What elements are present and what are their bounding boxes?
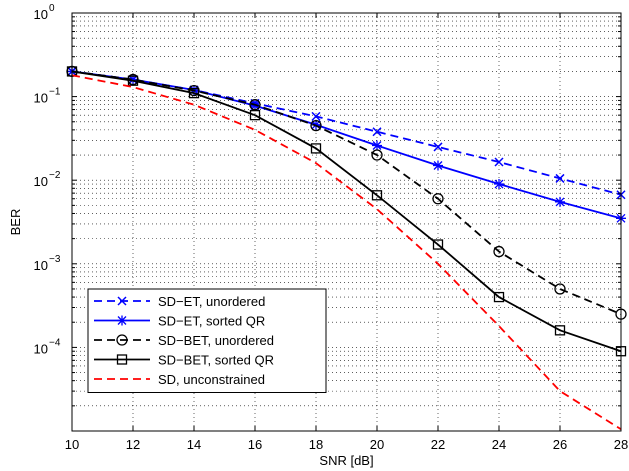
y-tick-label-base: 10 <box>34 91 48 106</box>
series-line <box>71 70 622 315</box>
marker-asterisk <box>433 160 443 171</box>
x-axis-label: SNR [dB] <box>319 453 373 468</box>
marker-square <box>432 239 444 250</box>
y-tick-label: 10 −4 <box>34 337 61 356</box>
y-tick-label-exponent: −2 <box>49 170 61 181</box>
y-tick-label-exponent: −4 <box>49 337 61 348</box>
legend-entry: SD−BET, unordered <box>94 333 274 348</box>
legend: SD−ET, unordered SD−ET, sorted QR SD−BET, … <box>87 288 327 393</box>
x-tick-label: 22 <box>431 437 445 452</box>
marker-x <box>311 111 321 121</box>
x-tick-label: 24 <box>492 437 506 452</box>
y-tick-label-base: 10 <box>34 258 48 273</box>
marker-x <box>117 296 127 306</box>
marker-square <box>310 143 322 154</box>
legend-label: SD−ET, sorted QR <box>158 314 265 329</box>
legend-label: SD−ET, unordered <box>158 294 265 309</box>
plot-frame <box>71 12 622 432</box>
marker-circle <box>432 193 444 205</box>
x-tick-label: 14 <box>187 437 201 452</box>
x-tick-label: 28 <box>614 437 628 452</box>
marker-circle <box>310 119 322 132</box>
marker-square <box>127 75 139 86</box>
y-tick-label-base: 10 <box>34 7 48 22</box>
marker-square <box>249 109 261 121</box>
x-tick-label: 20 <box>370 437 384 452</box>
y-tick-label: 10 −1 <box>34 87 61 106</box>
y-tick-label-exponent: −1 <box>49 87 61 98</box>
axis-ticks <box>71 13 622 432</box>
series-line <box>71 74 622 430</box>
marker-x <box>372 127 382 137</box>
x-tick-label: 12 <box>126 437 140 452</box>
legend-label: SD−BET, sorted QR <box>158 353 274 368</box>
x-tick-label: 26 <box>553 437 567 452</box>
y-tick-label-exponent: 0 <box>49 3 55 14</box>
marker-circle <box>249 99 261 111</box>
x-tick-label: 18 <box>309 437 323 452</box>
marker-asterisk <box>372 140 382 151</box>
legend-label: SD−BET, unordered <box>158 333 274 348</box>
series <box>66 66 627 357</box>
y-axis-label: BER <box>8 209 23 236</box>
legend-entry: SD−ET, unordered <box>94 294 265 309</box>
y-tick-label-base: 10 <box>34 174 48 189</box>
marker-asterisk <box>117 315 127 326</box>
marker-square <box>493 291 505 303</box>
legend-label: SD, unconstrained <box>158 372 265 387</box>
series-line <box>71 70 622 353</box>
marker-square <box>188 87 200 99</box>
marker-square <box>371 190 383 201</box>
marker-x <box>555 173 565 183</box>
marker-asterisk <box>555 196 565 207</box>
y-tick-label-exponent: −3 <box>49 254 61 265</box>
marker-x <box>494 157 504 167</box>
y-tick-label: 10 −2 <box>34 170 61 189</box>
y-tick-label-base: 10 <box>34 341 48 356</box>
marker-circle <box>371 149 383 161</box>
marker-circle <box>493 245 505 258</box>
marker-asterisk <box>494 179 504 190</box>
series <box>71 74 622 430</box>
marker-square <box>116 354 128 365</box>
legend-entry: SD−ET, sorted QR <box>94 314 265 329</box>
y-tick-label: 10 −3 <box>34 254 61 273</box>
legend-entry: SD, unconstrained <box>94 372 265 387</box>
marker-circle <box>554 283 566 295</box>
y-tick-label: 10 0 <box>34 3 55 22</box>
marker-x <box>433 142 443 152</box>
x-tick-label: 10 <box>65 437 79 452</box>
marker-circle <box>116 334 128 346</box>
marker-square <box>554 325 566 336</box>
legend-entry: SD−BET, sorted QR <box>94 353 274 368</box>
x-tick-label: 16 <box>248 437 262 452</box>
marker-asterisk <box>128 74 138 85</box>
